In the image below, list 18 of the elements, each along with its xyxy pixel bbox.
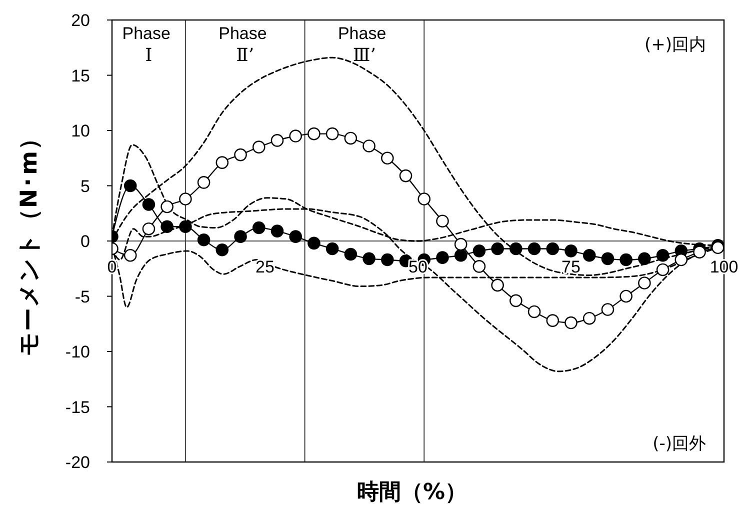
y-tick-label: 15 [71,66,90,86]
y-tick-label: 20 [71,11,90,30]
annotation: (+)回内 [644,35,706,55]
y-tick-label: -10 [65,342,90,362]
y-tick-label: -15 [65,398,90,417]
y-tick-label: -5 [74,287,90,306]
annotation: Phase Ⅱ’ [218,24,272,66]
y-tick-label: -20 [65,453,90,472]
y-axis-title: モーメント（N･m） [16,126,42,356]
x-axis-title: 時間（%） [356,480,468,505]
annotation: Phase Ⅰ [122,24,176,66]
annotation: Phase Ⅲ’ [338,24,391,66]
x-tick-label: 25 [256,258,274,276]
y-tick-label: 0 [80,232,90,252]
annotation: (-)回外 [652,434,706,454]
y-tick-label: 5 [80,176,90,196]
y-tick-label: 10 [71,122,90,141]
x-tick-label: 75 [562,258,580,276]
